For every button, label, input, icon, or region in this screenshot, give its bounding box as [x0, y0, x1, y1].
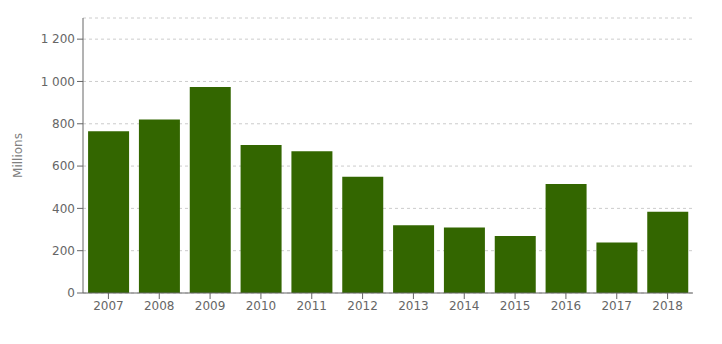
svg-text:2015: 2015 — [500, 299, 531, 313]
svg-text:2017: 2017 — [601, 299, 632, 313]
svg-text:2008: 2008 — [144, 299, 175, 313]
svg-text:0: 0 — [67, 286, 75, 300]
svg-text:1 200: 1 200 — [41, 32, 75, 46]
svg-text:Millions: Millions — [11, 133, 25, 178]
svg-text:200: 200 — [52, 244, 75, 258]
svg-text:2016: 2016 — [551, 299, 582, 313]
svg-text:2011: 2011 — [296, 299, 327, 313]
svg-text:600: 600 — [52, 159, 75, 173]
svg-text:2013: 2013 — [398, 299, 429, 313]
svg-text:2014: 2014 — [449, 299, 480, 313]
svg-text:2012: 2012 — [347, 299, 378, 313]
svg-text:2018: 2018 — [652, 299, 683, 313]
svg-text:2009: 2009 — [195, 299, 226, 313]
svg-text:2007: 2007 — [93, 299, 124, 313]
svg-text:800: 800 — [52, 117, 75, 131]
svg-text:1 000: 1 000 — [41, 75, 75, 89]
svg-text:2010: 2010 — [246, 299, 277, 313]
svg-text:400: 400 — [52, 202, 75, 216]
